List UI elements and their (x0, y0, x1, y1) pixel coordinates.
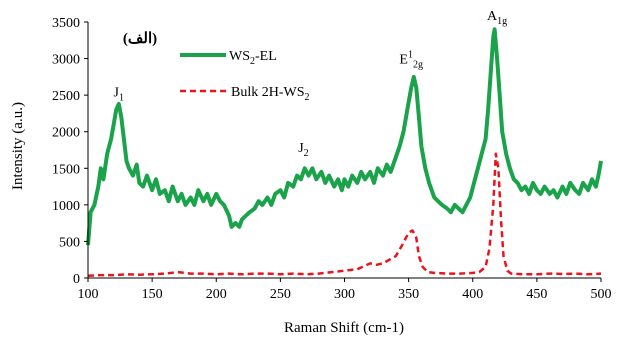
y-tick-label: 1000 (52, 199, 80, 214)
x-tick-label: 400 (462, 287, 483, 302)
panel-label: (الف) (123, 31, 157, 47)
legend: WS2-EL Bulk 2H-WS2 (180, 49, 310, 103)
y-tick-label: 2000 (52, 126, 80, 141)
series-line-bulk-2h-ws2 (87, 152, 602, 278)
y-tick-label: 1500 (52, 162, 80, 177)
x-axis-title: Raman Shift (cm-1) (284, 320, 404, 336)
peak-label-j1: J1 (114, 86, 124, 104)
legend-label-bulk-2h-ws2: Bulk 2H-WS2 (231, 85, 310, 103)
ticks: 100 150 200 250 300 350 400 450 500 0 500 1000 1500 2… (52, 16, 612, 302)
y-tick-label: 500 (59, 235, 80, 250)
peak-label-j2: J2 (298, 141, 308, 159)
y-tick-label: 2500 (52, 89, 80, 104)
plot-lines (86, 27, 603, 278)
peak-annotations: J1 J2 E12g A1g (114, 9, 508, 159)
x-tick-label: 200 (206, 287, 227, 302)
y-tick-label: 0 (73, 272, 80, 287)
peak-label-e: E12g (399, 50, 423, 71)
peak-label-a: A1g (487, 9, 507, 27)
series-line-ws2-el (86, 27, 603, 246)
x-tick-label: 250 (270, 287, 291, 302)
x-tick-label: 450 (526, 287, 547, 302)
y-axis-title: Intensity (a.u.) (10, 102, 26, 190)
axes (87, 22, 601, 279)
x-tick-label: 100 (78, 287, 99, 302)
y-tick-label: 3000 (52, 53, 80, 68)
legend-label-ws2-el: WS2-EL (229, 49, 277, 67)
y-tick-label: 3500 (52, 16, 80, 31)
x-tick-label: 150 (142, 287, 163, 302)
x-tick-label: 300 (334, 287, 355, 302)
x-tick-label: 350 (398, 287, 419, 302)
x-tick-label: 500 (591, 287, 612, 302)
